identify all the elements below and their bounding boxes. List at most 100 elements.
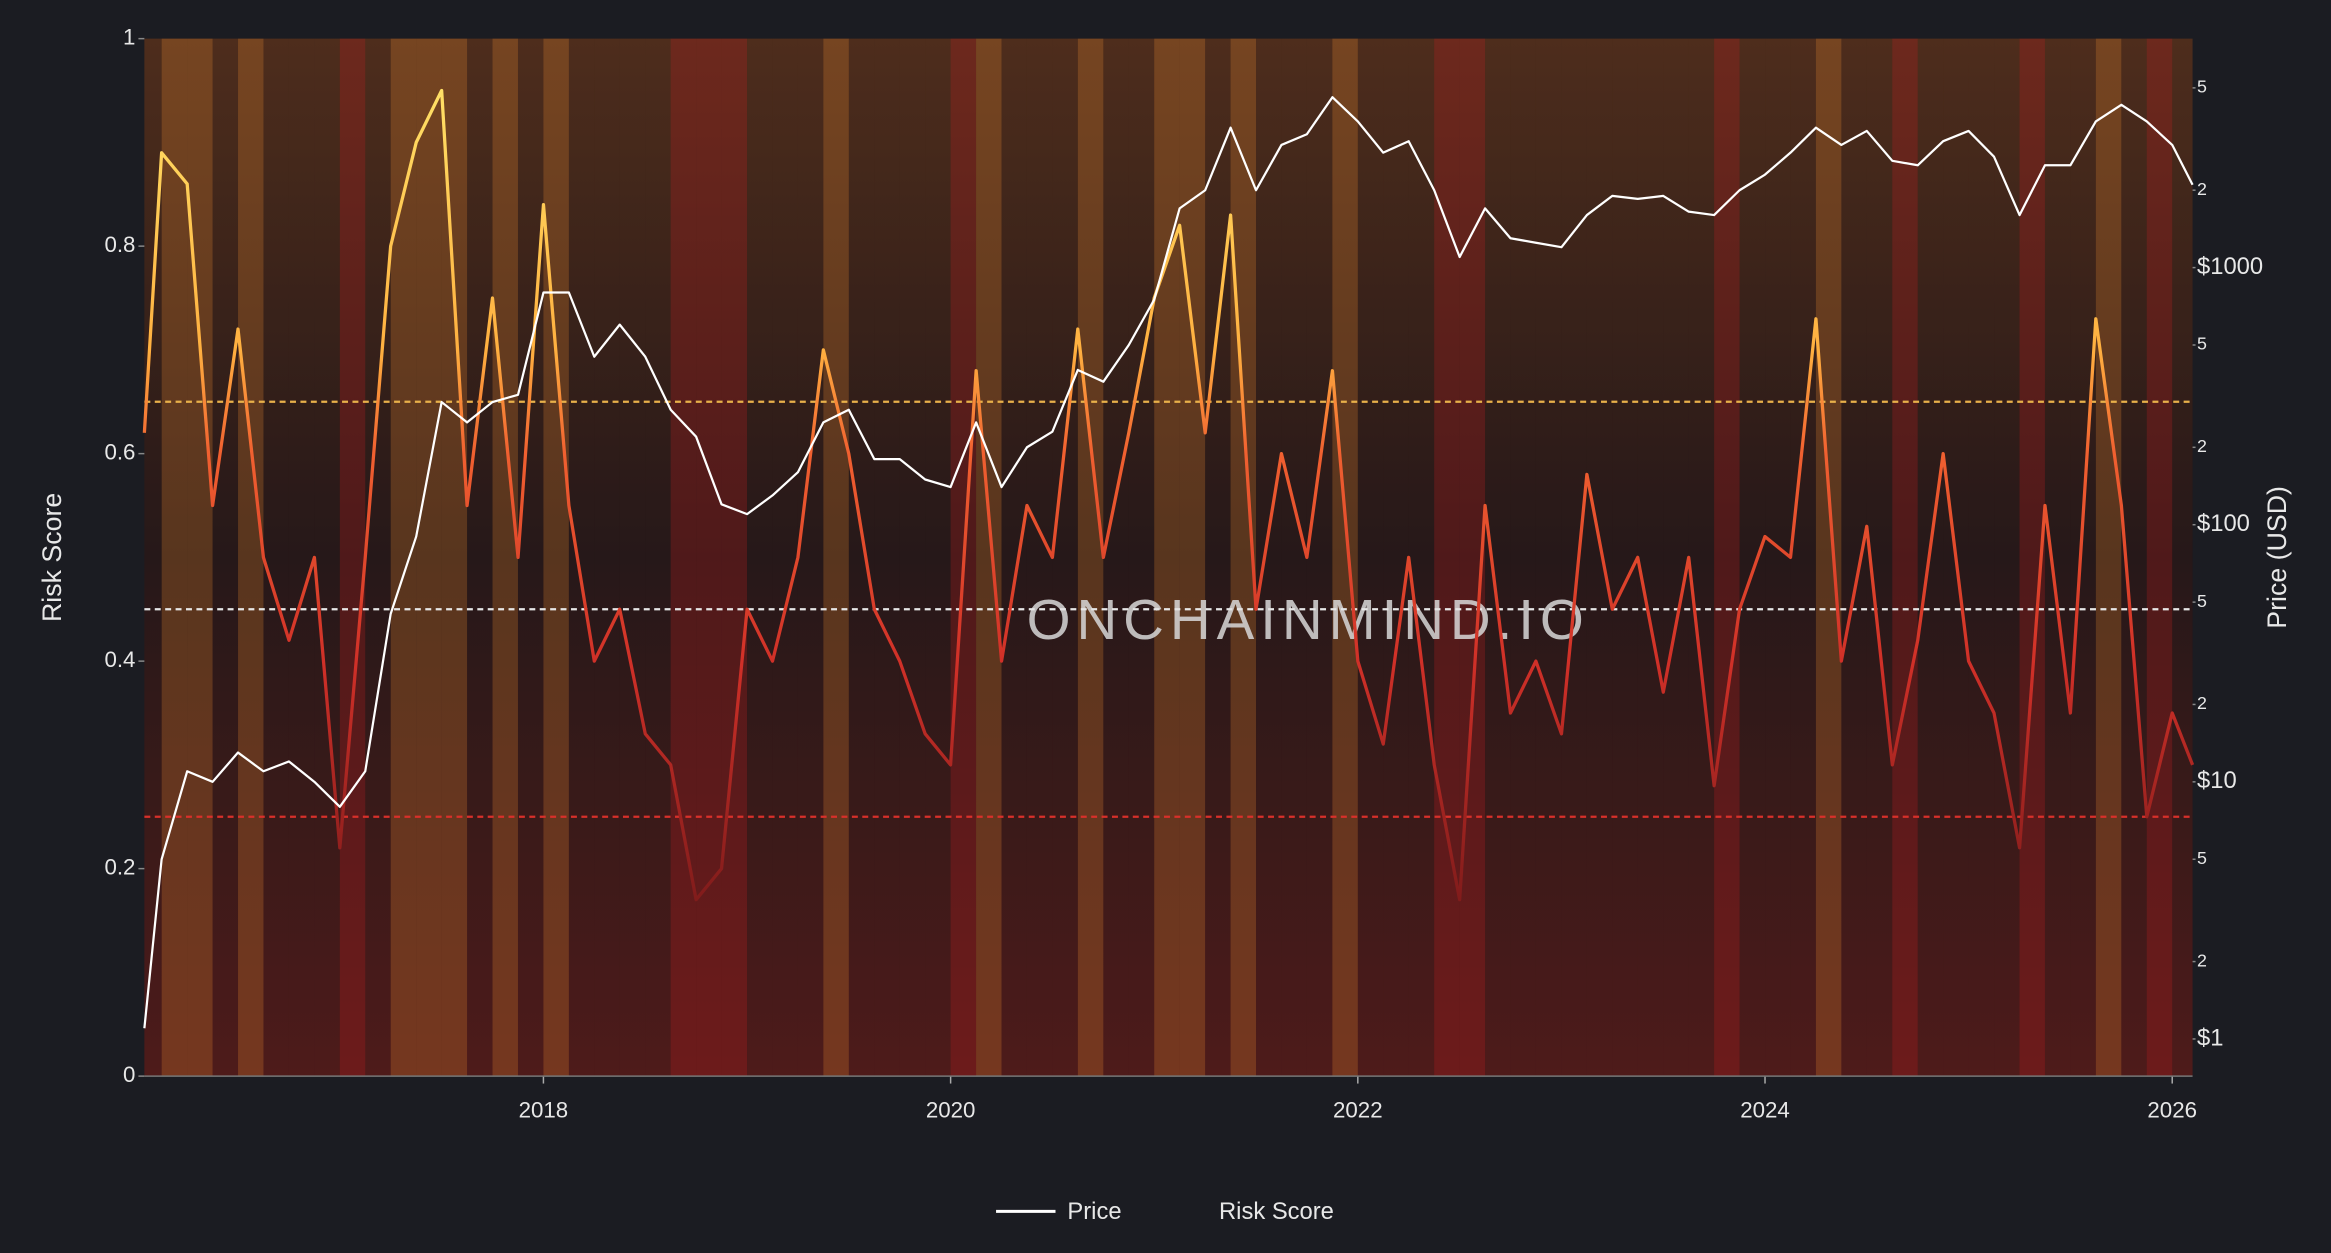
- risk-band: [645, 38, 671, 1077]
- risk-band: [1637, 38, 1664, 1077]
- risk-band: [1357, 38, 1384, 1077]
- y2-tick-label: $1: [2197, 1024, 2223, 1051]
- risk-band: [1561, 38, 1587, 1077]
- risk-band: [696, 38, 722, 1077]
- risk-band: [772, 38, 798, 1077]
- risk-band: [747, 38, 773, 1077]
- y-tick-label: 0.4: [104, 647, 135, 672]
- risk-band: [492, 38, 518, 1077]
- risk-band: [1841, 38, 1867, 1077]
- y-tick-label: 0.2: [104, 855, 135, 880]
- risk-band: [1077, 38, 1104, 1077]
- risk-band: [1256, 38, 1282, 1077]
- risk-band: [1026, 38, 1053, 1077]
- risk-band: [1535, 38, 1562, 1077]
- y2-tick-label: 2: [2197, 950, 2207, 970]
- risk-band: [1001, 38, 1027, 1077]
- risk-band: [874, 38, 900, 1077]
- risk-band: [1790, 38, 1816, 1077]
- risk-band: [1205, 38, 1231, 1077]
- risk-band: [365, 38, 391, 1077]
- y2-tick-label: $100: [2197, 510, 2250, 537]
- risk-band: [263, 38, 289, 1077]
- price-line: [143, 96, 2194, 1029]
- risk-band: [1765, 38, 1791, 1077]
- y2-tick-label: 2: [2197, 179, 2207, 199]
- x-tick-label: 2020: [926, 1098, 976, 1123]
- risk-band: [314, 38, 340, 1077]
- risk-band: [721, 38, 748, 1077]
- risk-band: [823, 38, 849, 1077]
- risk-band: [1383, 38, 1409, 1077]
- risk-band: [1485, 38, 1511, 1077]
- legend-label[interactable]: Risk Score: [1219, 1198, 1334, 1225]
- risk-band: [339, 38, 366, 1077]
- risk-band: [187, 38, 213, 1077]
- x-tick-label: 2018: [519, 1098, 569, 1123]
- risk-band: [2044, 38, 2071, 1077]
- y2-tick-label: 2: [2197, 693, 2207, 713]
- y-tick-label: 0: [123, 1062, 135, 1087]
- y2-tick-label: 5: [2197, 77, 2207, 97]
- x-tick-label: 2024: [1740, 1098, 1790, 1123]
- risk-band: [1612, 38, 1638, 1077]
- risk-band: [1179, 38, 1206, 1077]
- risk-band: [2172, 38, 2193, 1077]
- y2-tick-label: 5: [2197, 334, 2207, 354]
- risk-band: [848, 38, 875, 1077]
- risk-band: [1586, 38, 1613, 1077]
- risk-band: [2095, 38, 2122, 1077]
- risk-band: [441, 38, 468, 1077]
- risk-band: [568, 38, 595, 1077]
- risk-band: [238, 38, 264, 1077]
- risk-band: [2146, 38, 2173, 1077]
- risk-band: [416, 38, 442, 1077]
- risk-band: [288, 38, 315, 1077]
- y2-tick-label: 2: [2197, 436, 2207, 456]
- risk-band: [1281, 38, 1307, 1077]
- risk-band: [212, 38, 239, 1077]
- risk-band: [925, 38, 951, 1077]
- y2-tick-label: 5: [2197, 591, 2207, 611]
- risk-band: [467, 38, 493, 1077]
- risk-band: [390, 38, 417, 1077]
- legend-label[interactable]: Price: [1067, 1198, 1121, 1225]
- risk-band: [543, 38, 569, 1077]
- y-tick-label: 0.8: [104, 232, 135, 257]
- risk-band: [1510, 38, 1536, 1077]
- y2-tick-label: $1000: [2197, 253, 2263, 280]
- risk-band: [1688, 38, 1715, 1077]
- risk-band: [899, 38, 926, 1077]
- y2-axis-title: Price (USD): [2262, 486, 2292, 629]
- y2-tick-label: $10: [2197, 767, 2237, 794]
- risk-band: [1968, 38, 1995, 1077]
- risk-line: [142, 88, 2195, 902]
- plot-area: [144, 38, 2193, 1077]
- risk-band: [1103, 38, 1129, 1077]
- risk-band: [1052, 38, 1078, 1077]
- y-tick-label: 0.6: [104, 440, 135, 465]
- y-tick-label: 1: [123, 25, 135, 50]
- risk-band: [1332, 38, 1358, 1077]
- x-tick-label: 2026: [2147, 1098, 2197, 1123]
- risk-band: [976, 38, 1002, 1077]
- watermark: ONCHAINMIND.IO: [1027, 588, 1590, 651]
- risk-band: [1663, 38, 1689, 1077]
- risk-band: [1408, 38, 1435, 1077]
- risk-band: [517, 38, 544, 1077]
- risk-band: [2070, 38, 2096, 1077]
- risk-band: [1994, 38, 2020, 1077]
- risk-band: [1306, 38, 1333, 1077]
- risk-band: [1154, 38, 1180, 1077]
- risk-band: [1892, 38, 1918, 1077]
- risk-band: [1739, 38, 1766, 1077]
- risk-band: [161, 38, 188, 1077]
- y2-tick-label: 5: [2197, 848, 2207, 868]
- risk-band: [670, 38, 697, 1077]
- risk-band: [797, 38, 824, 1077]
- risk-band: [619, 38, 646, 1077]
- x-tick-label: 2022: [1333, 1098, 1383, 1123]
- risk-band: [1128, 38, 1155, 1077]
- risk-band: [594, 38, 620, 1077]
